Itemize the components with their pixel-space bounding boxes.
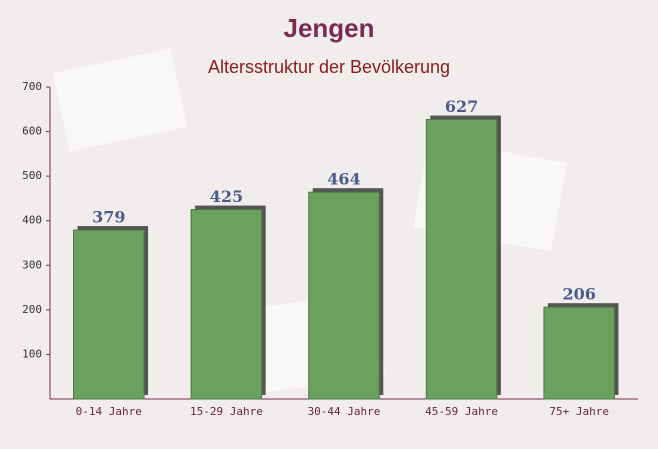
y-tick-label: 300 [22, 258, 42, 271]
y-tick-label: 400 [22, 214, 42, 227]
x-tick-label: 75+ Jahre [549, 405, 609, 418]
y-tick-label: 100 [22, 347, 42, 360]
value-label: 627 [445, 97, 478, 116]
y-tick-label: 700 [22, 80, 42, 93]
y-tick-label: 600 [22, 125, 42, 138]
x-tick-label: 15-29 Jahre [190, 405, 263, 418]
bar [308, 191, 380, 400]
value-label: 379 [92, 208, 125, 227]
chart-title: Jengen [283, 13, 374, 43]
chart-subtitle: Altersstruktur der Bevölkerung [208, 57, 450, 77]
value-label: 425 [210, 187, 243, 206]
value-label: 464 [327, 170, 360, 189]
x-tick-label: 0-14 Jahre [76, 405, 142, 418]
y-tick-label: 200 [22, 303, 42, 316]
bar [543, 306, 615, 400]
x-tick-label: 45-59 Jahre [425, 405, 498, 418]
y-tick-label: 500 [22, 169, 42, 182]
bar [73, 229, 145, 400]
bar [425, 119, 498, 400]
bar [190, 209, 263, 400]
x-tick-label: 30-44 Jahre [308, 405, 381, 418]
bg-decor [52, 48, 188, 152]
value-label: 206 [562, 285, 595, 304]
